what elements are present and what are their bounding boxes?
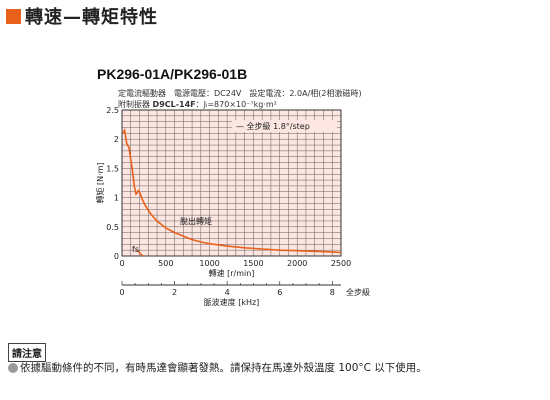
model-title: PK296-01A/PK296-01B [97, 66, 248, 82]
y-tick-label: 2.5 [106, 106, 119, 115]
x-tick-label: 1500 [243, 259, 263, 268]
fs-annotation: fs [132, 245, 139, 254]
x-tick-label: 2000 [287, 259, 307, 268]
pullout-torque-annotation: 脫出轉矩 [180, 216, 212, 226]
damper-inertia: ：Jₗ=870×10⁻⁷kg·m² [195, 100, 277, 109]
legend-box [232, 120, 337, 132]
notice-line: 依據驅動條件的不同，有時馬達會顯著發熱。請保持在馬達外殼溫度 100°C 以下使… [8, 360, 427, 375]
bullet-icon [8, 362, 18, 373]
x-tick-label: 1000 [199, 259, 219, 268]
notice-label: 請注意 [8, 343, 46, 362]
y-tick-label: 0.5 [106, 223, 119, 232]
damper-model: D9CL-14F [152, 100, 196, 109]
x-tick-label: 500 [158, 259, 173, 268]
secondary-tick-label: 2 [172, 288, 177, 297]
secondary-tick-label: 8 [330, 288, 335, 297]
plot-frame [121, 109, 342, 257]
secondary-tick-label: 0 [119, 288, 124, 297]
heading-square-icon [6, 8, 21, 24]
y-tick-label: 1.5 [106, 164, 119, 173]
damper-conditions: 附制振器 D9CL-14F：Jₗ=870×10⁻⁷kg·m² [118, 99, 277, 110]
series-line [122, 128, 342, 254]
y-tick-label: 0 [114, 252, 119, 261]
notice-text: 依據驅動條件的不同，有時馬達會顯著發熱。請保持在馬達外殼溫度 100°C 以下使… [20, 362, 427, 374]
secondary-axis-label: 脈波速度 [kHz] [204, 297, 260, 307]
x-tick-label: 2500 [331, 259, 351, 268]
y-axis-label: 轉矩 [N·m] [95, 162, 105, 203]
plot-area [122, 110, 341, 256]
drive-conditions: 定電流驅動器 電源電壓：DC24V 設定電流：2.0A/相(2相激磁時) [118, 89, 362, 98]
fs-line [136, 249, 144, 257]
section-heading: 轉速—轉矩特性 [6, 4, 158, 28]
x-tick-label: 0 [119, 259, 124, 268]
y-tick-label: 2 [114, 135, 119, 144]
legend-label: — 全步級 1.8°/step [236, 121, 310, 131]
damper-prefix: 附制振器 [118, 100, 153, 109]
heading-text: 轉速—轉矩特性 [25, 7, 158, 28]
secondary-tick-label: 4 [225, 288, 230, 297]
x-axis-label: 轉速 [r/min] [209, 268, 255, 278]
secondary-tick-label: 6 [277, 288, 282, 297]
secondary-axis-unit-label: 全步級 [346, 287, 370, 297]
y-tick-label: 1 [114, 194, 119, 203]
